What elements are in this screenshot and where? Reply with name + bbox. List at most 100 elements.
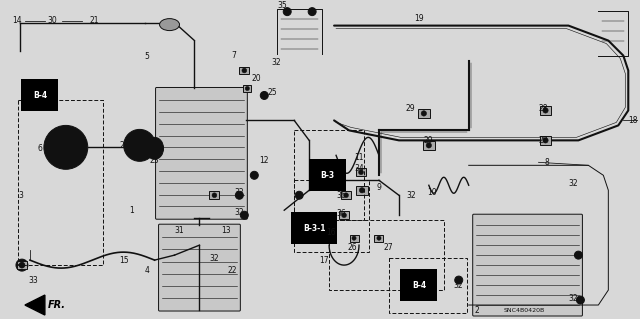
Text: 17: 17 (319, 256, 329, 265)
Text: 7: 7 (232, 51, 236, 60)
Polygon shape (25, 295, 45, 315)
Bar (294, 180, 369, 252)
Text: 29: 29 (406, 104, 415, 113)
Circle shape (295, 191, 303, 199)
Bar (18, 100, 102, 265)
Text: 19: 19 (414, 14, 424, 23)
Circle shape (457, 278, 461, 282)
Text: 21: 21 (90, 16, 99, 25)
Circle shape (543, 108, 548, 113)
Circle shape (212, 193, 217, 198)
Circle shape (131, 137, 148, 154)
Circle shape (20, 263, 24, 268)
Text: 36: 36 (336, 191, 346, 200)
FancyBboxPatch shape (159, 224, 241, 311)
Text: 2: 2 (475, 306, 479, 315)
Text: 32: 32 (568, 293, 578, 302)
Ellipse shape (148, 140, 161, 156)
Bar (418, 109, 430, 118)
Ellipse shape (146, 137, 164, 159)
Circle shape (252, 173, 256, 177)
Text: 16: 16 (326, 228, 336, 237)
FancyBboxPatch shape (156, 87, 247, 219)
Circle shape (308, 8, 316, 16)
Bar (423, 141, 435, 150)
Circle shape (241, 211, 248, 219)
Circle shape (245, 86, 250, 91)
Circle shape (262, 93, 266, 97)
Text: 34: 34 (354, 164, 364, 173)
Text: 1: 1 (130, 206, 134, 215)
Circle shape (426, 143, 431, 148)
Text: B-4: B-4 (33, 91, 47, 100)
Circle shape (344, 193, 348, 198)
Text: 29: 29 (424, 136, 433, 145)
Bar (209, 191, 220, 199)
Text: 4: 4 (145, 266, 150, 275)
Text: 32: 32 (234, 208, 244, 217)
Circle shape (577, 253, 580, 257)
Circle shape (236, 191, 243, 199)
Text: 9: 9 (377, 183, 382, 192)
Text: 11: 11 (354, 153, 364, 162)
Circle shape (16, 259, 28, 271)
Text: 18: 18 (628, 116, 638, 125)
Circle shape (575, 251, 582, 259)
Circle shape (297, 193, 301, 197)
Bar (341, 191, 351, 199)
Text: 28: 28 (538, 104, 548, 113)
Circle shape (377, 236, 381, 240)
Text: 32: 32 (454, 281, 463, 290)
Text: 8: 8 (545, 158, 549, 167)
Text: 26: 26 (347, 243, 356, 252)
Circle shape (421, 111, 426, 116)
Text: 5: 5 (145, 52, 150, 61)
Text: 32: 32 (407, 191, 417, 200)
Text: 14: 14 (12, 16, 22, 25)
Circle shape (242, 68, 247, 73)
Text: SNC4B0420B: SNC4B0420B (504, 308, 545, 313)
Text: 25: 25 (268, 88, 277, 97)
Circle shape (577, 296, 584, 304)
Text: FR.: FR. (48, 300, 66, 310)
Bar (339, 211, 349, 219)
Bar (17, 261, 27, 269)
Text: 3: 3 (18, 191, 23, 200)
Text: 23: 23 (150, 156, 159, 165)
Bar (329, 220, 444, 290)
Text: 32: 32 (209, 254, 219, 263)
Text: 6: 6 (38, 144, 43, 153)
Bar (243, 85, 252, 92)
Text: B-3-1: B-3-1 (303, 224, 325, 233)
Text: 24: 24 (120, 141, 129, 150)
Circle shape (352, 236, 356, 240)
Bar (356, 168, 366, 176)
Text: 10: 10 (427, 188, 436, 197)
Circle shape (285, 10, 289, 14)
Circle shape (342, 213, 346, 218)
Circle shape (124, 130, 156, 161)
Bar (374, 235, 383, 242)
Ellipse shape (159, 19, 179, 31)
Text: 13: 13 (221, 226, 231, 235)
Bar (294, 130, 364, 220)
Circle shape (19, 262, 25, 268)
Text: 20: 20 (252, 74, 261, 83)
Circle shape (284, 8, 291, 16)
Bar (389, 258, 467, 313)
Circle shape (579, 298, 582, 302)
Text: 32: 32 (234, 188, 244, 197)
Bar (356, 186, 368, 195)
Circle shape (455, 276, 463, 284)
Circle shape (44, 125, 88, 169)
Circle shape (60, 141, 72, 153)
Text: B-4: B-4 (412, 281, 426, 290)
Circle shape (237, 193, 241, 197)
Text: 36: 36 (336, 209, 346, 218)
Bar (349, 235, 358, 242)
Bar (540, 106, 552, 115)
Circle shape (250, 171, 259, 179)
Text: 32: 32 (271, 58, 281, 67)
Text: 27: 27 (384, 243, 394, 252)
Text: 12: 12 (259, 156, 269, 165)
